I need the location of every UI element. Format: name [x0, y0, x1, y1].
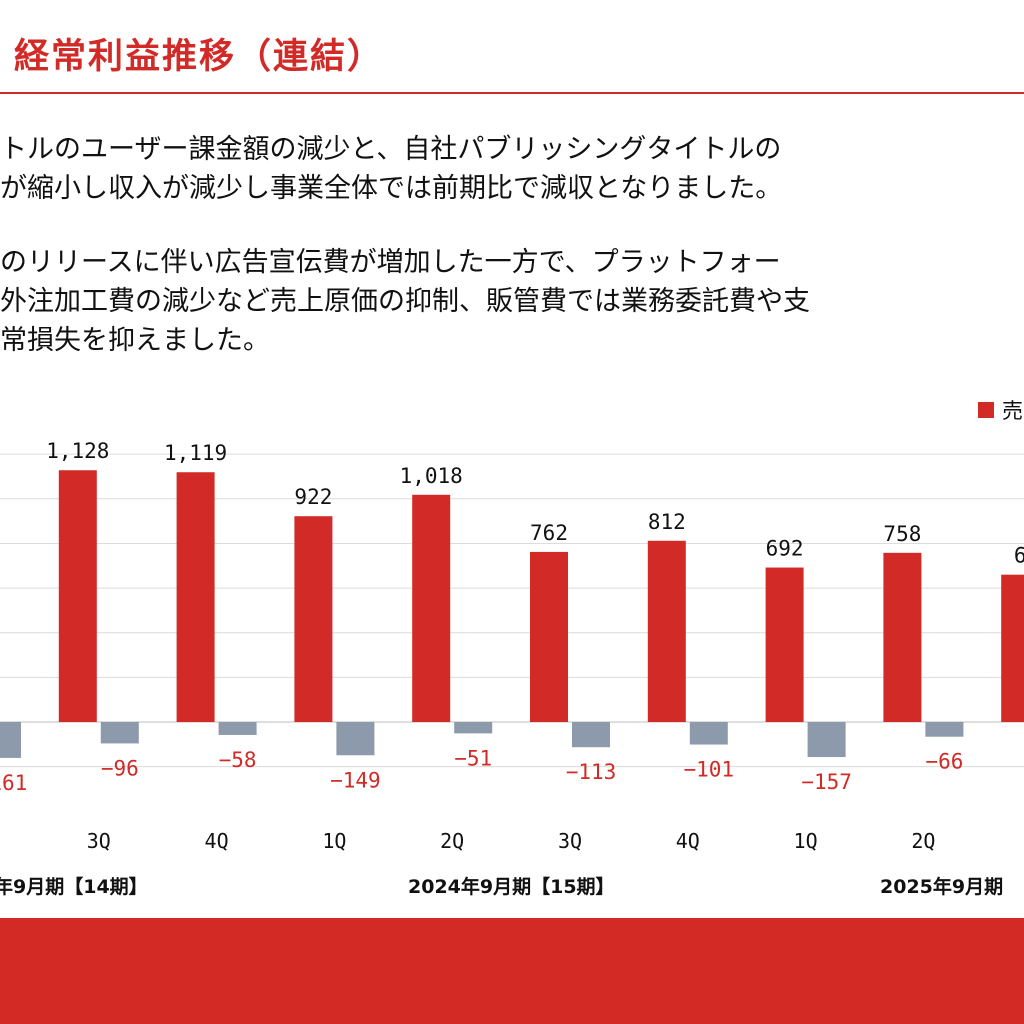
- category-tick-label: 2Q: [911, 829, 935, 853]
- profit-data-label: −96: [101, 756, 139, 780]
- profit-data-label: −113: [566, 760, 617, 784]
- category-tick-label: 1Q: [794, 829, 818, 853]
- period-label: 年9月期【14期】: [0, 875, 148, 898]
- sales-data-label: 812: [648, 510, 686, 534]
- summary-paragraph-1: トルのユーザー課金額の減少と、自社パブリッシングタイトルの が縮小し収入が減少し…: [0, 130, 782, 208]
- summary-line: 外注加工費の減少など売上原価の抑制、販管費では業務委託費や支: [0, 286, 810, 317]
- profit-data-label: −51: [454, 746, 492, 770]
- profit-bar: [689, 722, 728, 745]
- category-tick-label: 2Q: [440, 829, 464, 853]
- profit-data-label: −149: [330, 768, 381, 792]
- sales-data-label: 692: [766, 537, 804, 561]
- summary-line: のリリースに伴い広告宣伝費が増加した一方で、プラットフォー: [0, 247, 781, 278]
- sales-data-label: 1,119: [164, 441, 227, 465]
- summary-line: トルのユーザー課金額の減少と、自社パブリッシングタイトルの: [0, 134, 782, 165]
- sales-data-label: 758: [883, 522, 921, 546]
- sales-bar: [883, 552, 922, 722]
- profit-data-label: −58: [219, 748, 257, 772]
- sales-bar: [294, 516, 333, 722]
- profit-bar: [336, 722, 375, 756]
- sales-bar: [412, 494, 451, 722]
- category-tick-label: 1Q: [322, 829, 346, 853]
- sales-data-label: 1,128: [46, 439, 109, 463]
- sales-bar: [1001, 574, 1024, 722]
- sales-bar: [176, 472, 215, 722]
- summary-line: 常損失を抑えました。: [0, 325, 270, 356]
- ordinary-profit-chart: 6−161Q1,128−963Q1,119−584Q922−1491Q1,018…: [0, 439, 1024, 898]
- category-tick-label: 3Q: [558, 829, 582, 853]
- sales-bar: [530, 551, 568, 722]
- page-title: 経常利益推移（連結）: [14, 37, 385, 77]
- period-label: 2025年9月期: [880, 875, 1003, 898]
- sales-bar: [765, 567, 804, 722]
- profit-bar: [807, 722, 846, 758]
- legend-swatch-sales: [978, 402, 994, 418]
- sales-bar: [58, 470, 97, 722]
- legend-label-sales: 売上: [1002, 399, 1024, 423]
- category-tick-label: 4Q: [676, 829, 700, 853]
- profit-bar: [100, 722, 139, 744]
- profit-data-label: −161: [0, 771, 27, 795]
- category-tick-label: 4Q: [205, 829, 229, 853]
- profit-bar: [925, 722, 964, 737]
- profit-bar: [0, 722, 21, 758]
- sales-bar: [647, 540, 686, 722]
- period-label: 2024年9月期【15期】: [408, 875, 615, 898]
- chart-legend: 売上: [978, 395, 1024, 425]
- sales-data-label: 6: [1014, 544, 1024, 568]
- title-underline: [0, 92, 1024, 94]
- profit-data-label: −101: [684, 758, 735, 782]
- category-tick-label: 3Q: [87, 829, 111, 853]
- profit-bar: [572, 722, 610, 748]
- summary-line: が縮小し収入が減少し事業全体では前期比で減収となりました。: [0, 173, 783, 204]
- profit-data-label: −66: [925, 750, 963, 774]
- sales-data-label: 922: [294, 485, 332, 509]
- profit-data-label: −157: [801, 770, 852, 794]
- profit-bar: [218, 722, 257, 735]
- sales-data-label: 762: [530, 521, 568, 545]
- summary-paragraph-2: のリリースに伴い広告宣伝費が増加した一方で、プラットフォー 外注加工費の減少など…: [0, 243, 810, 360]
- footer-band: [0, 918, 1024, 1024]
- profit-bar: [454, 722, 493, 734]
- sales-data-label: 1,018: [400, 464, 463, 488]
